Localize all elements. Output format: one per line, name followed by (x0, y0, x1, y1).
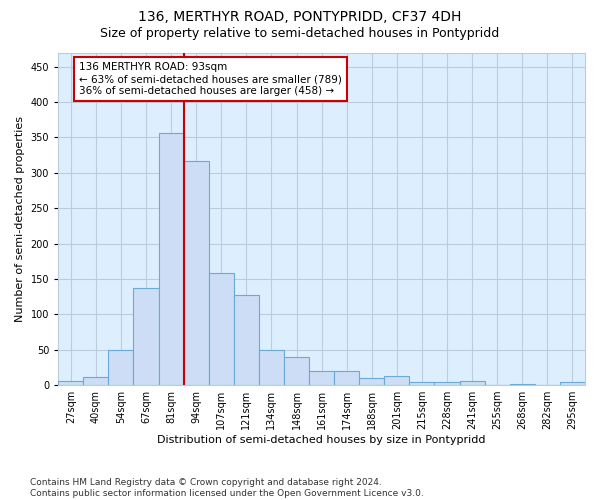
Bar (309, 371, 334, 385)
Bar (385, 376, 409, 385)
Bar (510, 384, 535, 385)
Text: Size of property relative to semi-detached houses in Pontypridd: Size of property relative to semi-detach… (100, 28, 500, 40)
Bar (434, 382, 460, 385)
Text: Contains HM Land Registry data © Crown copyright and database right 2024.
Contai: Contains HM Land Registry data © Crown c… (30, 478, 424, 498)
Bar (409, 382, 434, 385)
Y-axis label: Number of semi-detached properties: Number of semi-detached properties (15, 116, 25, 322)
Bar (284, 358, 309, 385)
Bar (209, 274, 234, 385)
Bar (359, 378, 385, 385)
Text: 136, MERTHYR ROAD, PONTYPRIDD, CF37 4DH: 136, MERTHYR ROAD, PONTYPRIDD, CF37 4DH (139, 10, 461, 24)
Bar (234, 295, 259, 385)
X-axis label: Distribution of semi-detached houses by size in Pontypridd: Distribution of semi-detached houses by … (157, 435, 486, 445)
Bar (184, 161, 209, 385)
Bar (58, 381, 83, 385)
Bar (560, 382, 585, 385)
Bar (133, 288, 158, 385)
Text: 136 MERTHYR ROAD: 93sqm
← 63% of semi-detached houses are smaller (789)
36% of s: 136 MERTHYR ROAD: 93sqm ← 63% of semi-de… (79, 62, 342, 96)
Bar (334, 371, 359, 385)
Bar (109, 350, 133, 385)
Bar (83, 378, 109, 385)
Bar (460, 381, 485, 385)
Bar (158, 133, 184, 385)
Bar (259, 350, 284, 385)
